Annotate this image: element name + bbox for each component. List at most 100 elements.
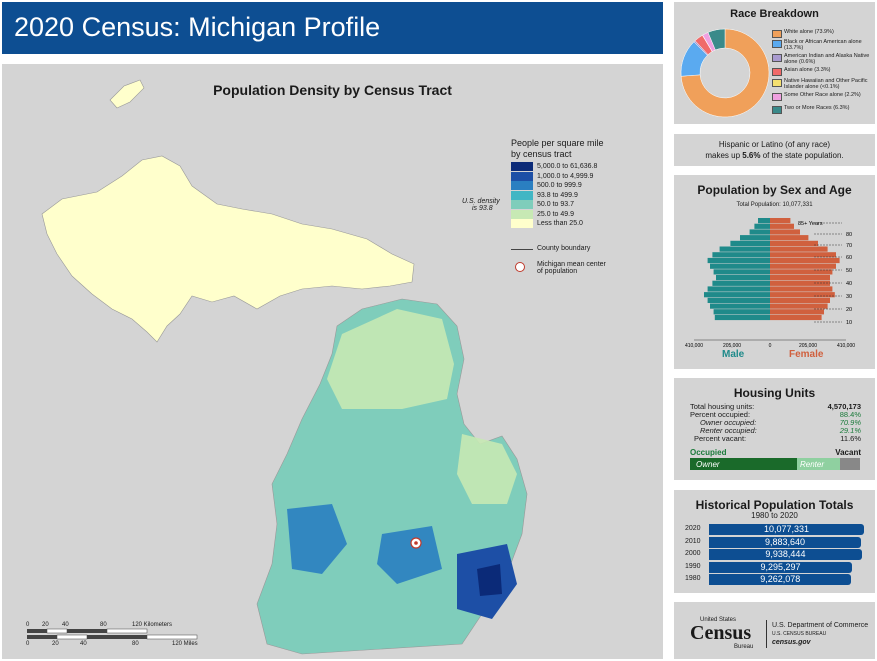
scale-km-40: 40 (62, 622, 69, 628)
county-boundary-label: County boundary (537, 245, 591, 252)
scale-km-0: 0 (26, 622, 30, 628)
hispanic-pre: makes up (705, 151, 743, 160)
race-slice (707, 28, 726, 51)
legend-swatch (511, 190, 533, 200)
female-bar (770, 263, 836, 269)
historical-bar: 9,883,640 (709, 536, 862, 548)
male-bar (707, 297, 770, 303)
housing-bar: Owner Renter (690, 458, 860, 470)
race-title: Race Breakdown (730, 8, 819, 20)
male-bar (749, 229, 770, 235)
owner-label: Owner (696, 460, 720, 469)
female-bar (770, 280, 830, 286)
legend-swatch (511, 171, 533, 181)
housing-owner-value: 70.9% (839, 418, 861, 427)
thumb-low-density (457, 434, 517, 504)
female-bar (770, 309, 824, 315)
owner-bar (690, 458, 797, 470)
male-bar (730, 240, 770, 246)
historical-bar: 10,077,331 (709, 524, 864, 535)
logo-sub: Bureau (734, 644, 754, 650)
historical-panel: Historical Population Totals 1980 to 202… (674, 490, 875, 593)
female-bar (770, 314, 822, 321)
us-density-label-1: U.S. density (462, 198, 500, 205)
female-bar (770, 229, 800, 235)
website-link[interactable]: census.gov (772, 639, 811, 646)
scale-mi-80: 80 (132, 641, 139, 647)
female-bar (770, 252, 836, 258)
race-legend-label: American Indian and Alaska Native alone … (784, 53, 870, 65)
scale-bar (27, 628, 198, 640)
census-logo: Census (690, 622, 752, 644)
scale-km-120: 120 Kilometers (132, 622, 173, 628)
housing-occupied-value: 88.4% (839, 410, 861, 419)
legend-title-2: by census tract (511, 149, 572, 159)
housing-owner-label: Owner occupied: (700, 418, 757, 427)
race-donut-chart (680, 28, 770, 118)
occupied-label: Occupied (690, 448, 727, 457)
urban-west (287, 504, 347, 574)
male-bar (740, 235, 770, 241)
female-bar (770, 257, 840, 264)
race-legend-swatch (772, 79, 782, 87)
housing-renter-label: Renter occupied: (700, 426, 757, 435)
age-label: 70 (846, 243, 852, 249)
historical-year: 1990 (685, 562, 701, 570)
historical-year: 2020 (685, 525, 701, 532)
legend-label: 25.0 to 49.9 (537, 210, 574, 218)
age-label: 40 (846, 281, 852, 287)
race-legend-swatch (772, 40, 782, 48)
legend-label: 500.0 to 999.9 (537, 182, 582, 189)
age-label: 85+ Years (798, 221, 823, 227)
historical-title: Historical Population Totals (695, 498, 854, 512)
hispanic-line-1: Hispanic or Latino (of any race) (718, 140, 831, 149)
us-density-label-2: is 93.8 (472, 205, 493, 212)
title-banner: 2020 Census: Michigan Profile (2, 2, 663, 54)
hispanic-percent: 5.6% (742, 151, 761, 160)
scale-km-20: 20 (42, 622, 49, 628)
renter-label: Renter (800, 460, 825, 469)
footer-divider (766, 620, 767, 648)
footer-panel: United States Census Bureau U.S. Departm… (674, 602, 875, 659)
housing-occupied-label: Percent occupied: (690, 410, 751, 419)
keweenaw (109, 79, 145, 109)
race-legend-label: Some Other Race alone (2.2%) (784, 92, 861, 98)
northern-low-density (327, 309, 454, 409)
historical-year: 2010 (685, 537, 701, 545)
age-label: 30 (846, 294, 852, 300)
pyramid-chart: 410,000 205,000 0 205,000 410,000 85+ Years 80… (685, 218, 855, 349)
female-bar (770, 269, 833, 275)
historical-bar: 9,938,444 (709, 549, 862, 560)
housing-renter-value: 29.1% (839, 426, 861, 435)
housing-vacant-value: 11.6% (840, 434, 861, 443)
county-boundary-symbol (511, 249, 533, 250)
legend-title-1: People per square mile (511, 138, 604, 148)
detroit-core (477, 564, 502, 596)
female-bar (770, 240, 818, 246)
map-panel: Population Density by Census Tract Peopl… (2, 64, 663, 659)
housing-vacant-label: Percent vacant: (694, 434, 747, 443)
legend-swatch (511, 200, 533, 209)
age-label: 50 (846, 268, 852, 274)
hispanic-line-2: makes up 5.6% of the state population. (674, 151, 875, 160)
male-bar (714, 314, 770, 321)
historical-subtitle: 1980 to 2020 (751, 511, 798, 520)
male-bar (713, 309, 770, 315)
race-legend-swatch (772, 54, 782, 62)
historical-year: 2000 (685, 550, 701, 557)
legend-swatch (511, 181, 533, 190)
female-bar (770, 297, 830, 303)
x-tick-label: 410,000 (685, 343, 703, 349)
male-bar (712, 252, 770, 258)
race-legend-swatch (772, 30, 782, 38)
race-legend-label: Asian alone (3.3%) (784, 67, 831, 73)
urban-central (377, 526, 442, 584)
male-bar (716, 275, 770, 281)
male-bar (754, 223, 770, 229)
legend-label: 5,000.0 to 61,636.8 (537, 163, 598, 170)
legend-label: 93.8 to 499.9 (537, 191, 578, 199)
housing-total-label: Total housing units: (690, 402, 755, 411)
race-legend-swatch (772, 93, 782, 101)
upper-peninsula (41, 155, 415, 343)
race-legend-label: White alone (73.9%) (784, 29, 834, 35)
